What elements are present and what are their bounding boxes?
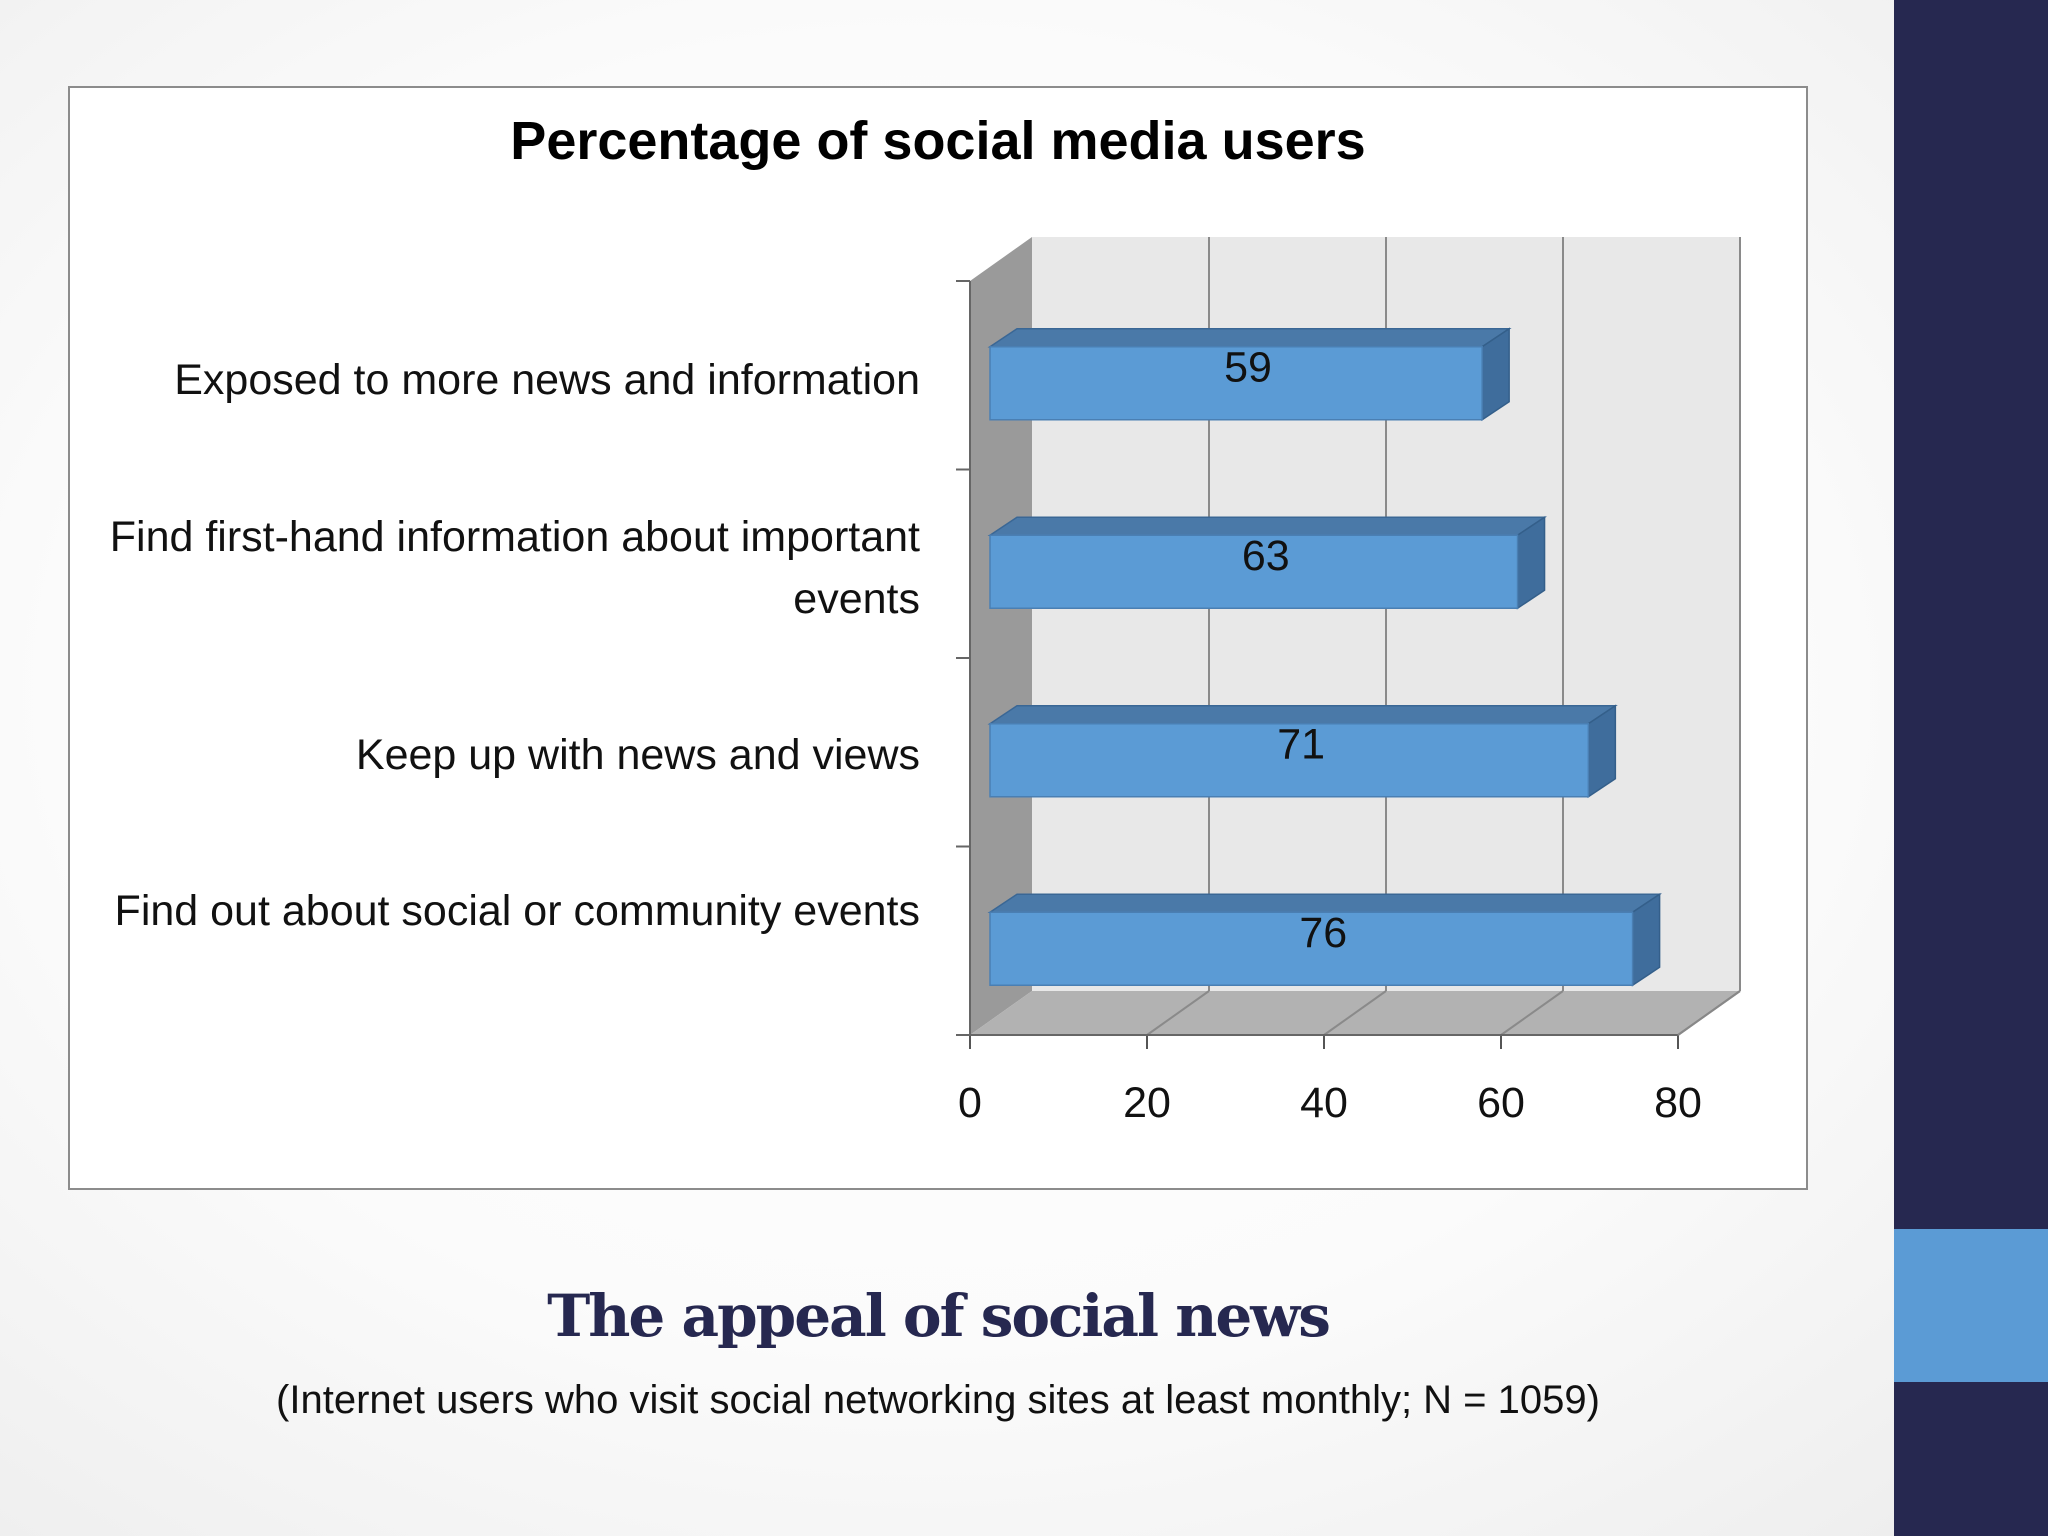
page-subheading: (Internet users who visit social network… — [276, 1378, 1600, 1422]
x-tick-label: 0 — [958, 1079, 982, 1127]
floor-gridline — [1500, 990, 1564, 1036]
x-tick-label: 40 — [1300, 1079, 1348, 1127]
floor-gridline — [1146, 990, 1210, 1036]
page-heading: The appeal of social news — [547, 1282, 1331, 1350]
x-tick-label: 60 — [1477, 1079, 1525, 1127]
bar — [989, 346, 1483, 421]
x-tick-label: 20 — [1123, 1079, 1171, 1127]
floor-gridline — [1323, 990, 1387, 1036]
floor-edge — [1677, 990, 1741, 1036]
x-tick-label: 80 — [1654, 1079, 1702, 1127]
chart-title: Percentage of social media users — [510, 111, 1366, 171]
bar-value-label: 63 — [1242, 532, 1290, 580]
sidebar-accent-block — [1894, 1229, 2048, 1382]
category-label-2: Find first-hand information about import… — [109, 513, 920, 623]
bar — [989, 911, 1634, 986]
bar-value-label: 76 — [1299, 909, 1347, 957]
bar-value-label: 71 — [1277, 720, 1325, 768]
category-label-1: Exposed to more news and information — [174, 356, 920, 404]
bar — [989, 723, 1590, 798]
bar — [989, 534, 1519, 609]
bar-value-label: 59 — [1224, 343, 1272, 391]
category-label-3: Keep up with news and views — [355, 731, 920, 779]
side-wall — [970, 237, 1032, 1035]
category-label-4: Find out about social or community event… — [114, 887, 920, 935]
